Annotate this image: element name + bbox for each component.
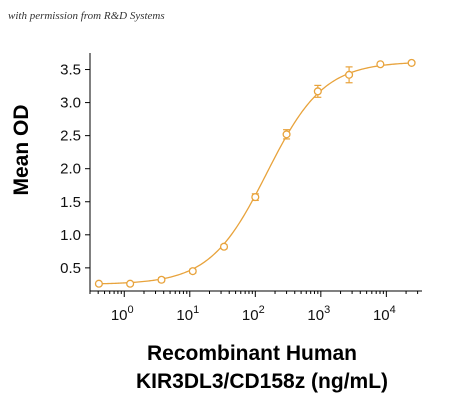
y-tick-label: 2.5 bbox=[60, 128, 81, 145]
x-axis-title-line2: KIR3DL3/CD158z (ng/mL) bbox=[136, 370, 388, 393]
y-tick-label: 1.0 bbox=[60, 227, 81, 244]
data-point bbox=[94, 279, 103, 288]
y-tick-label: 3.5 bbox=[60, 62, 81, 79]
y-axis-title: Mean OD bbox=[10, 104, 33, 195]
data-point bbox=[407, 58, 416, 67]
data-point bbox=[157, 275, 166, 284]
x-tick-label: 101 bbox=[176, 304, 199, 324]
x-tick-label: 103 bbox=[307, 304, 330, 324]
axes-group bbox=[89, 53, 422, 292]
x-ticks-group: 100 101 102 103 104 bbox=[89, 291, 419, 324]
y-tick-label: 2.0 bbox=[60, 161, 81, 178]
watermark-text: with permission from R&D Systems bbox=[8, 10, 165, 22]
error-bars-group bbox=[157, 66, 353, 283]
y-tick-label: 1.5 bbox=[60, 194, 81, 211]
data-point bbox=[126, 279, 135, 288]
y-ticks-group: 0.5 1.0 1.5 2.0 2.5 3.0 3.5 bbox=[60, 62, 90, 277]
data-point bbox=[376, 60, 385, 69]
x-tick-label: 102 bbox=[242, 304, 265, 324]
data-points-group bbox=[94, 58, 416, 288]
y-tick-label: 0.5 bbox=[60, 260, 81, 277]
x-tick-label: 100 bbox=[111, 304, 134, 324]
data-point bbox=[219, 242, 229, 251]
x-axis-title-line1: Recombinant Human bbox=[147, 342, 357, 365]
data-point bbox=[345, 70, 354, 79]
data-point bbox=[313, 87, 322, 96]
data-point bbox=[251, 193, 260, 202]
y-tick-label: 3.0 bbox=[60, 95, 81, 112]
data-point bbox=[282, 130, 291, 139]
data-point bbox=[188, 267, 197, 276]
x-tick-label: 104 bbox=[373, 304, 396, 324]
fit-curve bbox=[98, 62, 412, 285]
